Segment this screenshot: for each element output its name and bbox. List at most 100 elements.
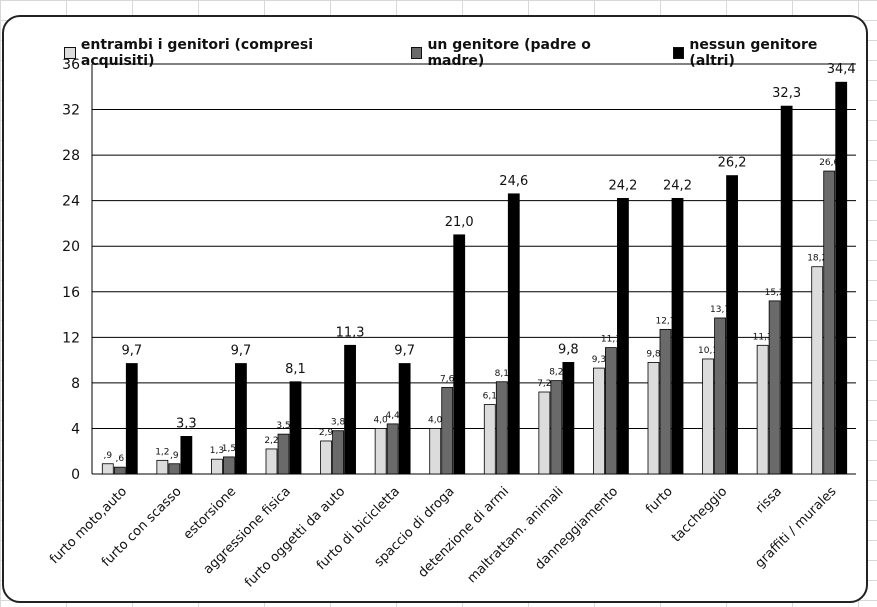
bar bbox=[702, 358, 714, 475]
bar bbox=[277, 433, 290, 475]
bar-value-label: 8,2 bbox=[549, 368, 563, 378]
bar-value-label: 11,3 bbox=[753, 332, 773, 342]
bar bbox=[811, 266, 824, 475]
bar-value-label: 13,7 bbox=[710, 305, 730, 315]
bar bbox=[647, 361, 660, 475]
bar-value-label: 2,2 bbox=[264, 436, 278, 446]
bar-value-label: 34,4 bbox=[827, 62, 856, 77]
bar-value-label: ,6 bbox=[115, 454, 124, 464]
y-tick-label: 16 bbox=[62, 285, 80, 301]
bar bbox=[756, 344, 769, 475]
bar-value-label: 3,3 bbox=[176, 416, 197, 431]
bar-value-label: 4,0 bbox=[373, 415, 388, 425]
chart-card: entrambi i genitori (compresi acquisiti)… bbox=[2, 15, 868, 603]
bar-value-label: 24,6 bbox=[499, 174, 528, 189]
bar bbox=[320, 440, 332, 475]
bar-value-label: 11,3 bbox=[336, 325, 365, 340]
bar bbox=[453, 234, 466, 475]
bar bbox=[113, 466, 126, 475]
legend-item-both-parents: entrambi i genitori (compresi acquisiti) bbox=[64, 37, 389, 69]
bar bbox=[386, 423, 399, 475]
bar bbox=[398, 363, 411, 475]
bar bbox=[659, 328, 672, 475]
x-tick-label: maltrattam. animali bbox=[465, 484, 567, 586]
y-tick-label: 20 bbox=[62, 239, 80, 255]
legend-label-both-parents: entrambi i genitori (compresi acquisiti) bbox=[80, 37, 313, 69]
bar-value-label: 15,2 bbox=[765, 288, 785, 298]
bar bbox=[780, 105, 793, 475]
bar-value-label: 6,1 bbox=[483, 392, 497, 402]
bar-value-label: 9,7 bbox=[231, 344, 252, 359]
legend-label-no-parent: nessun genitore (altri) bbox=[689, 37, 818, 69]
bar-value-label: 7,2 bbox=[537, 379, 551, 389]
y-tick-label: 32 bbox=[62, 103, 80, 119]
bar bbox=[507, 193, 520, 475]
bar bbox=[235, 363, 247, 475]
bar bbox=[483, 404, 496, 475]
bar-value-label: 1,5 bbox=[222, 444, 236, 454]
bar bbox=[156, 459, 169, 475]
bar bbox=[714, 317, 726, 475]
bar bbox=[125, 363, 138, 475]
bar bbox=[726, 175, 738, 475]
x-tick-label: detenzione di armi bbox=[415, 484, 512, 581]
bar-value-label: 24,2 bbox=[608, 178, 637, 193]
legend-item-one-parent: un genitore (padre o madre) bbox=[410, 37, 651, 69]
bar-value-label: 10,1 bbox=[698, 346, 718, 356]
bar bbox=[835, 81, 848, 475]
legend-swatch-both-parents bbox=[64, 47, 76, 59]
bar-value-label: 18,2 bbox=[807, 254, 827, 264]
x-tick-label: rissa bbox=[753, 484, 785, 516]
y-tick-label: 12 bbox=[62, 330, 80, 346]
bar-value-label: ,9 bbox=[103, 451, 112, 461]
bar-value-label: 32,3 bbox=[772, 86, 801, 101]
x-tick-label: estorsione bbox=[181, 484, 240, 543]
bar bbox=[429, 428, 442, 475]
bar bbox=[768, 300, 781, 475]
legend-label-one-parent: un genitore (padre o madre) bbox=[427, 37, 591, 69]
bar-value-label: 3,8 bbox=[331, 418, 346, 428]
bar-value-label: 2,9 bbox=[319, 428, 334, 438]
bar bbox=[344, 344, 356, 475]
bar bbox=[441, 387, 454, 475]
bar bbox=[617, 197, 629, 475]
bar bbox=[374, 428, 387, 475]
bar-value-label: 26,6 bbox=[819, 158, 839, 168]
bar bbox=[671, 197, 684, 475]
bar bbox=[180, 436, 193, 475]
bar-value-label: 24,2 bbox=[663, 178, 692, 193]
bar bbox=[538, 391, 551, 475]
bar-value-label: 3,5 bbox=[276, 421, 290, 431]
bar-value-label: 9,7 bbox=[394, 344, 415, 359]
y-tick-label: 4 bbox=[71, 421, 80, 437]
bar bbox=[605, 347, 617, 475]
bar bbox=[823, 170, 836, 475]
y-tick-label: 0 bbox=[71, 467, 80, 483]
bar-value-label: 8,1 bbox=[495, 369, 509, 379]
bar-value-label: 9,8 bbox=[646, 349, 661, 359]
y-tick-label: 28 bbox=[62, 148, 80, 164]
x-tick-label: taccheggio bbox=[669, 484, 730, 545]
x-tick-label: furto oggetti da auto bbox=[242, 484, 348, 590]
legend-item-no-parent: nessun genitore (altri) bbox=[672, 37, 866, 69]
bar-value-label: 9,3 bbox=[592, 355, 606, 365]
bar bbox=[168, 463, 181, 475]
bar bbox=[562, 361, 575, 475]
y-tick-label: 24 bbox=[62, 194, 80, 210]
bar-value-label: 26,2 bbox=[718, 156, 747, 171]
bar-value-label: 9,8 bbox=[558, 342, 579, 357]
bar bbox=[223, 456, 235, 475]
bar-value-label: 9,7 bbox=[121, 344, 142, 359]
legend-swatch-one-parent bbox=[410, 47, 423, 59]
bar-value-label: 12,7 bbox=[655, 316, 675, 326]
bar bbox=[332, 430, 344, 475]
bar bbox=[593, 367, 605, 475]
bar bbox=[289, 381, 302, 475]
x-tick-label: furto bbox=[643, 484, 676, 517]
bar-value-label: 1,2 bbox=[155, 447, 169, 457]
bar-value-label: 21,0 bbox=[445, 215, 474, 230]
bar-value-label: ,9 bbox=[170, 451, 179, 461]
bar bbox=[265, 448, 278, 475]
bar bbox=[550, 380, 563, 475]
